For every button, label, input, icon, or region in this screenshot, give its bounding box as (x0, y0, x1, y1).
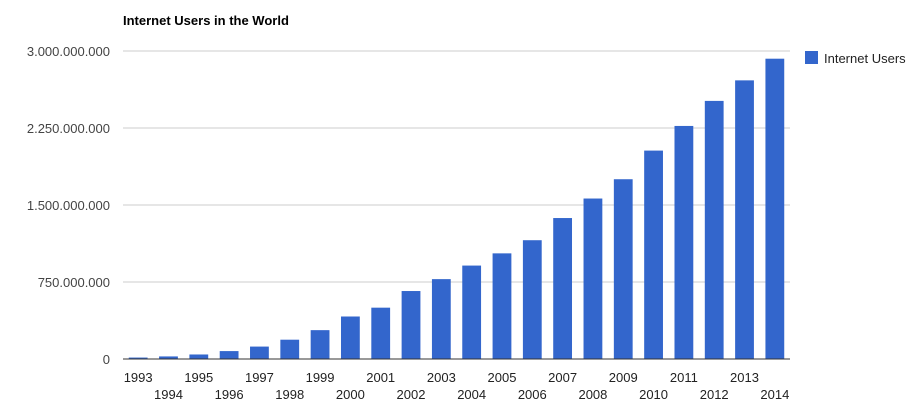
bar-1998[interactable] (280, 339, 300, 359)
legend-label: Internet Users (824, 51, 906, 66)
x-tick-label: 2002 (397, 387, 426, 402)
x-tick-label: 1996 (215, 387, 244, 402)
x-tick-label: 2012 (700, 387, 729, 402)
bar-1996[interactable] (219, 351, 239, 359)
bar-2007[interactable] (553, 218, 573, 359)
x-tick-label: 1997 (245, 370, 274, 385)
x-tick-label: 1994 (154, 387, 183, 402)
chart-title: Internet Users in the World (123, 13, 289, 28)
bar-1995[interactable] (189, 354, 209, 359)
bar-2014[interactable] (765, 58, 785, 359)
bar-1994[interactable] (159, 356, 178, 359)
x-tick-label: 1998 (275, 387, 304, 402)
y-tick-label: 2.250.000.000 (27, 121, 110, 136)
bar-2010[interactable] (644, 150, 663, 359)
x-tick-label: 1993 (124, 370, 153, 385)
bar-2013[interactable] (735, 80, 754, 360)
bar-2012[interactable] (704, 100, 724, 360)
bars (128, 58, 785, 360)
bar-2001[interactable] (371, 307, 391, 359)
x-tick-label: 2008 (578, 387, 607, 402)
legend-swatch (805, 51, 818, 64)
bar-2003[interactable] (431, 279, 451, 359)
y-tick-label: 3.000.000.000 (27, 44, 110, 59)
x-tick-label: 2001 (366, 370, 395, 385)
bar-2004[interactable] (462, 265, 482, 359)
x-tick-label: 2007 (548, 370, 577, 385)
bar-2002[interactable] (401, 291, 421, 359)
x-tick-label: 2010 (639, 387, 668, 402)
bar-2000[interactable] (340, 316, 360, 360)
bar-2005[interactable] (492, 253, 512, 359)
bar-1999[interactable] (310, 330, 330, 359)
bar-1993[interactable] (128, 357, 148, 359)
bar-1997[interactable] (250, 346, 269, 359)
x-tick-label: 2006 (518, 387, 547, 402)
x-tick-label: 2003 (427, 370, 456, 385)
x-tick-label: 2013 (730, 370, 759, 385)
y-tick-label: 1.500.000.000 (27, 198, 110, 213)
y-tick-label: 0 (103, 352, 110, 367)
legend[interactable]: Internet Users (805, 51, 906, 66)
x-tick-label: 2009 (609, 370, 638, 385)
x-tick-label: 1995 (184, 370, 213, 385)
x-tick-label: 2000 (336, 387, 365, 402)
x-tick-label: 2004 (457, 387, 486, 402)
bar-2006[interactable] (522, 240, 542, 359)
y-tick-label: 750.000.000 (38, 275, 110, 290)
x-tick-label: 2011 (670, 370, 698, 385)
x-axis-tick-labels: 1993199419951996199719981999200020012002… (124, 370, 790, 402)
x-tick-label: 2014 (760, 387, 789, 402)
x-tick-label: 2005 (488, 370, 517, 385)
bar-2011[interactable] (674, 125, 694, 359)
y-axis-tick-labels: 0 750.000.000 1.500.000.000 2.250.000.000 3.… (27, 44, 110, 367)
bar-2009[interactable] (613, 179, 633, 359)
x-tick-label: 1999 (306, 370, 335, 385)
bar-2008[interactable] (583, 198, 603, 359)
